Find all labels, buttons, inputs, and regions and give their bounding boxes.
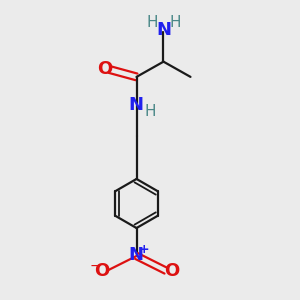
Text: N: N	[128, 246, 143, 264]
Text: O: O	[98, 60, 113, 78]
Text: O: O	[164, 262, 179, 280]
Text: N: N	[128, 96, 143, 114]
Text: H: H	[169, 15, 181, 30]
Text: O: O	[94, 262, 109, 280]
Text: +: +	[139, 243, 149, 256]
Text: N: N	[156, 21, 171, 39]
Text: −: −	[89, 259, 101, 273]
Text: H: H	[145, 104, 157, 119]
Text: H: H	[146, 15, 158, 30]
